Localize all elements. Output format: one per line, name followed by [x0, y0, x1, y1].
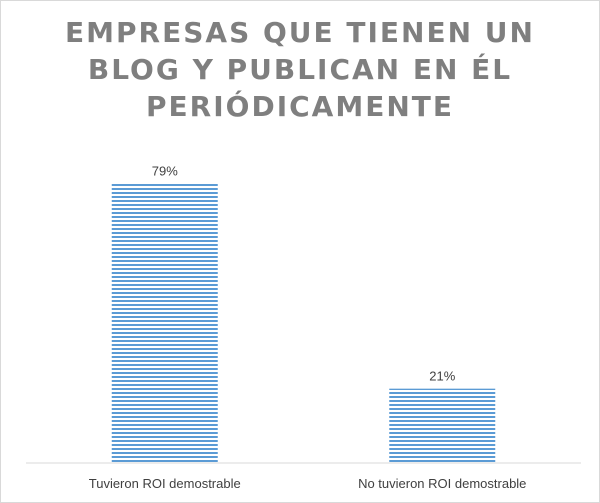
data-label-2: 21% — [429, 369, 455, 384]
chart-title-line-2: BLOG Y PUBLICAN EN ÉL — [87, 53, 513, 86]
bar-1 — [111, 183, 218, 463]
chart-title: EMPRESAS QUE TIENEN UN BLOG Y PUBLICAN E… — [0, 14, 600, 125]
chart-title-line-3: PERIÓDICAMENTE — [146, 90, 454, 123]
category-label-1: Tuvieron ROI demostrable — [89, 476, 241, 491]
category-label-2: No tuvieron ROI demostrable — [358, 476, 526, 491]
chart-title-line-1: EMPRESAS QUE TIENEN UN — [65, 16, 535, 49]
data-label-1: 79% — [152, 163, 178, 178]
bar-2 — [389, 388, 496, 463]
